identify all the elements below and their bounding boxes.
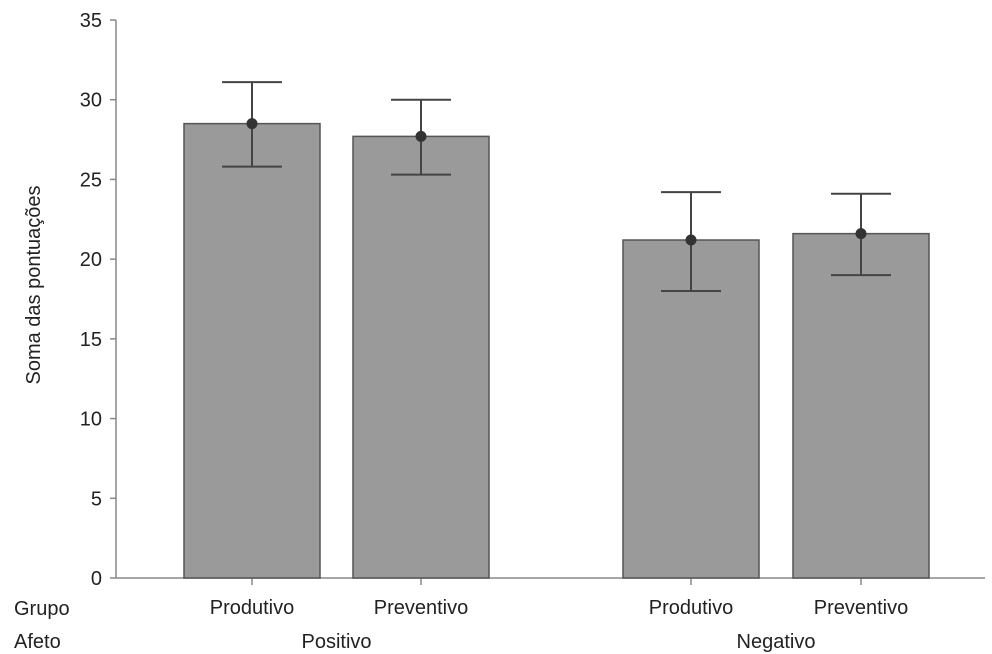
y-tick-label: 15 xyxy=(80,329,102,351)
mean-point xyxy=(855,228,867,240)
y-tick-label: 0 xyxy=(91,568,102,590)
y-axis-label: Soma das pontuações xyxy=(23,185,45,384)
row-label-afeto: Afeto xyxy=(14,631,61,653)
y-tick-label: 25 xyxy=(80,169,102,191)
bars xyxy=(183,122,930,579)
bar-negativo-produtivo xyxy=(622,239,760,579)
category-label: Preventivo xyxy=(814,597,909,619)
category-label: Produtivo xyxy=(210,597,295,619)
mean-point xyxy=(685,234,697,246)
bar-positivo-produtivo xyxy=(183,122,321,579)
y-tick-label: 35 xyxy=(80,10,102,32)
mean-point xyxy=(246,118,258,130)
y-tick-label: 20 xyxy=(80,249,102,271)
bar-positivo-preventivo xyxy=(352,135,490,579)
row-label-grupo: Grupo xyxy=(14,598,70,620)
y-tick-label: 5 xyxy=(91,488,102,510)
mean-point xyxy=(415,130,427,142)
y-tick-label: 10 xyxy=(80,409,102,431)
group-label: Positivo xyxy=(301,631,371,653)
category-label: Produtivo xyxy=(649,597,734,619)
error-bars xyxy=(222,81,891,293)
group-label: Negativo xyxy=(737,631,816,653)
category-label: Preventivo xyxy=(374,597,469,619)
y-tick-label: 30 xyxy=(80,90,102,112)
bar-negativo-preventivo xyxy=(792,232,930,579)
